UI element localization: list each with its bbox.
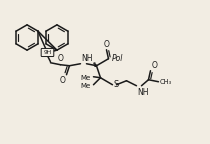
FancyBboxPatch shape — [41, 48, 54, 57]
Text: O: O — [151, 61, 157, 70]
Text: NH: NH — [81, 54, 92, 63]
Text: Me: Me — [80, 75, 91, 81]
Text: S: S — [113, 80, 119, 89]
Text: Me: Me — [80, 83, 91, 89]
Text: NH: NH — [138, 88, 149, 97]
Text: Pol: Pol — [112, 54, 123, 63]
Text: CH₃: CH₃ — [159, 79, 172, 85]
Text: O: O — [60, 76, 66, 85]
Text: O: O — [104, 40, 109, 49]
Text: 9H: 9H — [43, 50, 52, 55]
Text: O: O — [58, 54, 63, 63]
